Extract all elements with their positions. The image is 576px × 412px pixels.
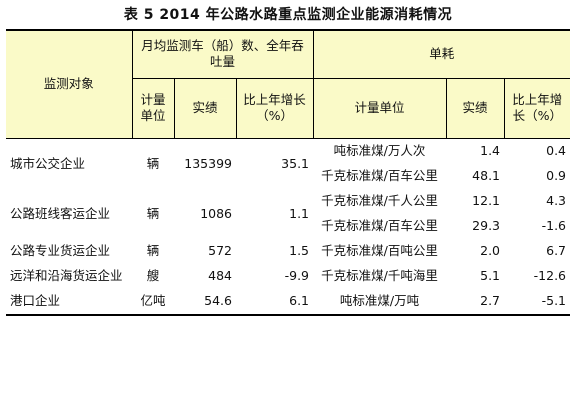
- row-object: 公路专业货运企业: [10, 243, 111, 258]
- header-actual2: 实绩: [445, 78, 505, 139]
- row-object: 港口企业: [6, 288, 132, 316]
- sub-actual: 48.1: [472, 168, 501, 183]
- header-unit: 计量单位: [131, 78, 174, 139]
- sub-yoy: 4.3: [546, 193, 567, 208]
- table-row: 公路专业货运企业 辆 572 1.5 千克标准煤/百吨公里 2.0 6.7: [6, 239, 570, 264]
- table-row: 港口企业 亿吨 54.6 6.1 吨标准煤/万吨 2.7 -5.1: [6, 288, 571, 316]
- row-actual: 135399: [184, 155, 232, 171]
- sub-unit: 吨标准煤/万人次: [333, 143, 426, 158]
- row-yoy: 1.1: [289, 205, 310, 221]
- sub-actual: 2.0: [480, 243, 501, 258]
- sub-yoy: -5.1: [504, 288, 571, 316]
- sub-yoy: 6.7: [546, 243, 567, 258]
- table-row: 千克标准煤/百车公里 48.1 0.9: [6, 164, 570, 189]
- sub-unit: 千克标准煤/百车公里: [321, 168, 438, 183]
- row-unit: 辆: [146, 243, 160, 258]
- header-unit2: 计量单位: [312, 78, 447, 139]
- table-row: 远洋和沿海货运企业 艘 484 -9.9 千克标准煤/千吨海里 5.1 -12.…: [6, 264, 570, 289]
- row-actual: 484: [208, 268, 232, 283]
- header-group-unit-consumption: 单耗: [312, 29, 571, 79]
- row-actual: 54.6: [174, 288, 236, 316]
- sub-yoy: 0.9: [546, 168, 567, 183]
- sub-yoy: -12.6: [533, 268, 567, 283]
- row-unit: 辆: [146, 205, 160, 221]
- sub-unit: 吨标准煤/万吨: [313, 288, 447, 316]
- table-row: 千克标准煤/百车公里 29.3 -1.6: [6, 214, 570, 239]
- sub-unit: 千克标准煤/千吨海里: [321, 268, 438, 283]
- header-yoy: 比上年增长（%）: [235, 78, 314, 139]
- header-actual: 实绩: [173, 78, 236, 139]
- table-row: 城市公交企业 辆 135399 35.1 吨标准煤/万人次 1.4 0.4: [6, 138, 570, 171]
- sub-yoy: -1.6: [541, 218, 567, 233]
- row-unit: 辆: [146, 155, 160, 171]
- row-unit: 亿吨: [132, 288, 174, 316]
- row-yoy: 1.5: [289, 243, 310, 258]
- sub-unit: 千克标准煤/百车公里: [321, 218, 438, 233]
- sub-actual: 2.7: [446, 288, 505, 316]
- header-group-monthly: 月均监测车（船）数、全年吞吐量: [131, 29, 314, 79]
- sub-actual: 12.1: [472, 193, 501, 208]
- row-actual: 572: [208, 243, 232, 258]
- sub-unit: 千克标准煤/千人公里: [321, 193, 438, 208]
- row-yoy: 35.1: [281, 155, 310, 171]
- row-object: 城市公交企业: [10, 155, 86, 171]
- row-actual: 1086: [200, 205, 232, 221]
- header-yoy2: 比上年增长（%）: [503, 78, 571, 139]
- header-object: 监测对象: [6, 29, 132, 139]
- sub-actual: 5.1: [480, 268, 501, 283]
- row-object: 远洋和沿海货运企业: [10, 268, 123, 283]
- table-title: 表 5 2014 年公路水路重点监测企业能源消耗情况: [123, 7, 453, 23]
- table-row: 公路班线客运企业 辆 1086 1.1 千克标准煤/千人公里 12.1 4.3: [6, 189, 570, 221]
- sub-actual: 29.3: [472, 218, 501, 233]
- sub-unit: 千克标准煤/百吨公里: [321, 243, 438, 258]
- energy-table: 监测对象 月均监测车（船）数、全年吞吐量 单耗 计量单位 实绩 比上年增长（%）…: [6, 29, 571, 316]
- sub-actual: 1.4: [480, 143, 501, 158]
- row-object: 公路班线客运企业: [10, 205, 111, 221]
- row-unit: 艘: [146, 268, 160, 283]
- sub-yoy: 0.4: [546, 143, 567, 158]
- row-yoy: -9.9: [284, 268, 310, 283]
- row-yoy: 6.1: [236, 288, 314, 316]
